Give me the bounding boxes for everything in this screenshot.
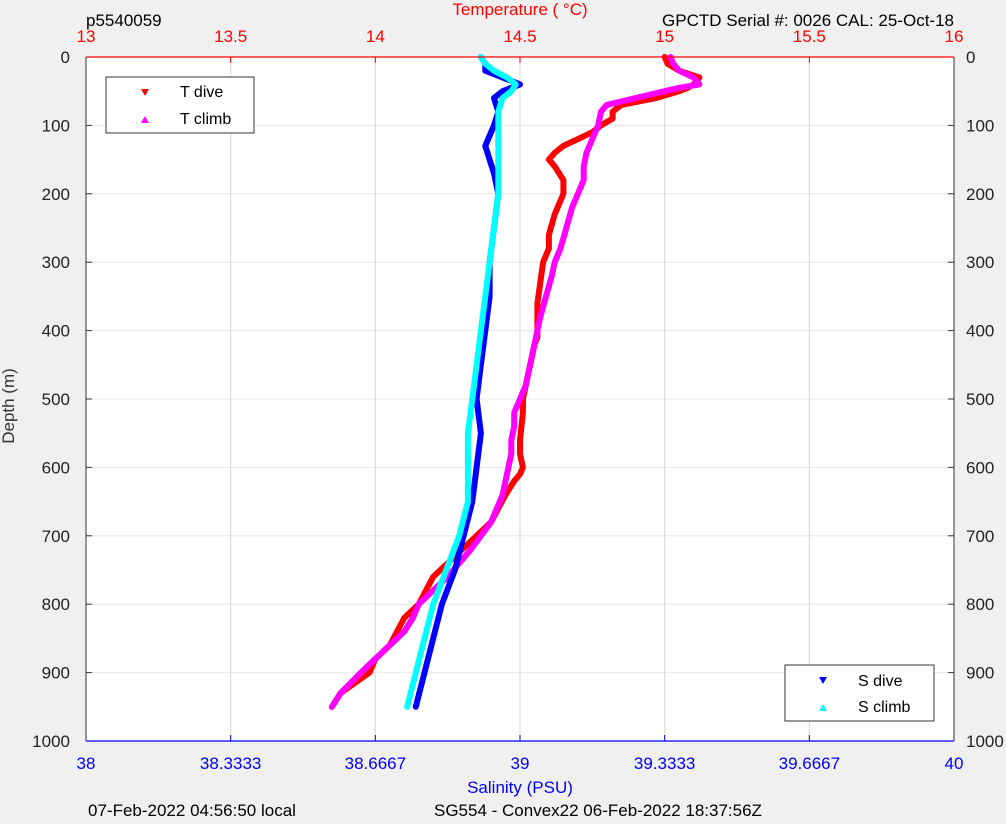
temperature-tick-label: 14: [366, 27, 385, 46]
ticks-layer: 0 0 100 100 200 200 300 300 400 400 500 500 600 600 70…: [32, 27, 1004, 773]
legend-label-t-climb: T climb: [180, 111, 231, 128]
temperature-tick-label: 16: [945, 27, 964, 46]
legend-temperature: T dive T climb: [105, 76, 255, 134]
y-tick-label-left: 100: [42, 116, 70, 135]
top-right-label: GPCTD Serial #: 0026 CAL: 25-Oct-18: [662, 11, 954, 30]
salinity-tick-label: 38.3333: [200, 754, 261, 773]
y-tick-label-right: 1000: [966, 732, 1004, 751]
legend-box-salinity: [784, 664, 935, 722]
y-tick-label-right: 900: [966, 664, 994, 683]
y-tick-label-left: 500: [42, 390, 70, 409]
y-tick-label-right: 400: [966, 322, 994, 341]
salinity-tick-label: 39.6667: [779, 754, 840, 773]
y-tick-label-right: 0: [966, 48, 975, 67]
legend-label-s-climb: S climb: [858, 699, 911, 716]
y-tick-label-left: 200: [42, 185, 70, 204]
y-tick-label-left: 800: [42, 595, 70, 614]
axes-layer: [85, 56, 955, 742]
y-tick-label-right: 800: [966, 595, 994, 614]
temperature-tick-label: 14.5: [503, 27, 536, 46]
y-tick-label-right: 600: [966, 458, 994, 477]
footer-left: 07-Feb-2022 04:56:50 local: [88, 801, 296, 819]
legend-label-t-dive: T dive: [180, 84, 223, 101]
series-line-t-dive: [328, 54, 703, 710]
salinity-tick-label: 40: [945, 754, 964, 773]
legend-marker-t-dive: [141, 89, 149, 96]
y-tick-label-left: 0: [61, 48, 70, 67]
y-tick-label-right: 700: [966, 527, 994, 546]
bottom-axis-label: Salinity (PSU): [467, 778, 573, 797]
salinity-tick-label: 39: [511, 754, 530, 773]
temperature-tick-label: 15.5: [793, 27, 826, 46]
series-line-t-climb: [328, 54, 703, 710]
y-tick-label-left: 400: [42, 322, 70, 341]
legend-marker-s-dive: [819, 677, 827, 684]
y-tick-label-left: 900: [42, 664, 70, 683]
grid-layer: [86, 57, 954, 741]
legend-marker-s-climb: [819, 704, 827, 711]
series-line-s-climb: [404, 54, 519, 710]
y-tick-label-right: 500: [966, 390, 994, 409]
y-tick-label-left: 600: [42, 458, 70, 477]
y-tick-label-right: 100: [966, 116, 994, 135]
temperature-tick-label: 13.5: [214, 27, 247, 46]
footer-center: SG554 - Convex22 06-Feb-2022 18:37:56Z: [434, 801, 762, 819]
salinity-tick-label: 38.6667: [345, 754, 406, 773]
y-tick-label-right: 300: [966, 253, 994, 272]
y-tick-label-right: 200: [966, 185, 994, 204]
top-axis-label: Temperature ( °C): [452, 0, 587, 19]
legend-salinity: S dive S climb: [784, 664, 935, 722]
temperature-tick-label: 13: [77, 27, 96, 46]
left-axis-label: Depth (m): [0, 368, 18, 444]
y-tick-label-left: 300: [42, 253, 70, 272]
legend-box-temperature: [105, 76, 255, 134]
series-layer: [328, 54, 703, 710]
y-tick-label-left: 1000: [32, 732, 70, 751]
salinity-tick-label: 39.3333: [634, 754, 695, 773]
top-left-label: p5540059: [86, 11, 162, 30]
y-tick-label-left: 700: [42, 527, 70, 546]
temperature-tick-label: 15: [655, 27, 674, 46]
legend-label-s-dive: S dive: [858, 673, 903, 690]
legend-marker-t-climb: [141, 116, 149, 123]
salinity-tick-label: 38: [77, 754, 96, 773]
